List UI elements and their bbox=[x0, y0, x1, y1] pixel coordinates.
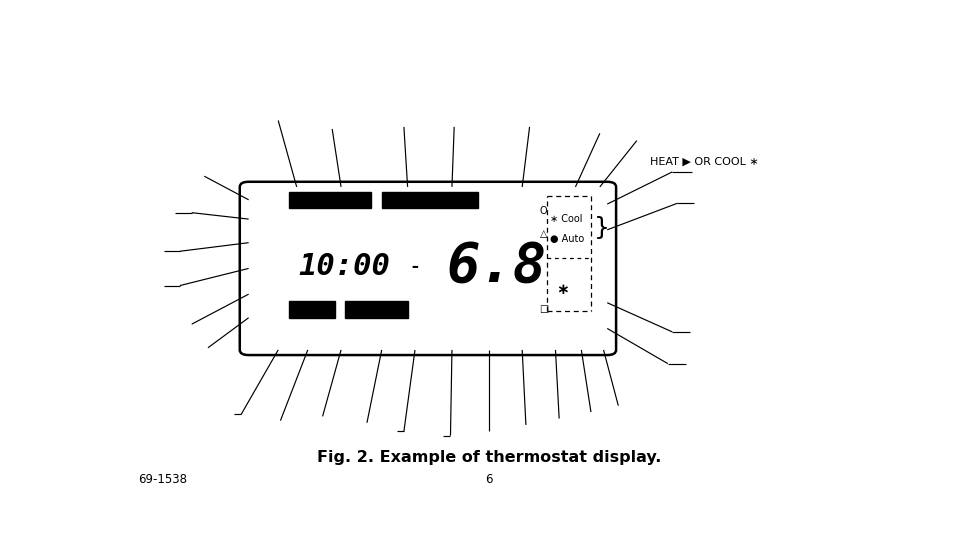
Text: ● Auto: ● Auto bbox=[549, 234, 583, 245]
Text: ∗: ∗ bbox=[556, 282, 569, 297]
Text: △: △ bbox=[539, 229, 547, 239]
Bar bbox=[381, 192, 477, 208]
Text: □: □ bbox=[538, 304, 548, 314]
Text: ∗ Cool: ∗ Cool bbox=[549, 214, 581, 224]
Text: 69-1538: 69-1538 bbox=[137, 473, 187, 486]
Text: 6.8: 6.8 bbox=[446, 240, 546, 293]
Bar bbox=[344, 301, 407, 317]
FancyBboxPatch shape bbox=[239, 182, 616, 355]
Text: }: } bbox=[594, 216, 609, 240]
Text: -: - bbox=[409, 258, 420, 276]
Text: 10:00: 10:00 bbox=[298, 252, 391, 281]
Text: Fig. 2. Example of thermostat display.: Fig. 2. Example of thermostat display. bbox=[316, 449, 660, 465]
Text: HEAT ▶ OR COOL ∗: HEAT ▶ OR COOL ∗ bbox=[649, 156, 758, 166]
Text: 6: 6 bbox=[485, 473, 492, 486]
Bar bbox=[289, 192, 371, 208]
Text: O: O bbox=[539, 207, 547, 216]
Bar bbox=[289, 301, 335, 317]
